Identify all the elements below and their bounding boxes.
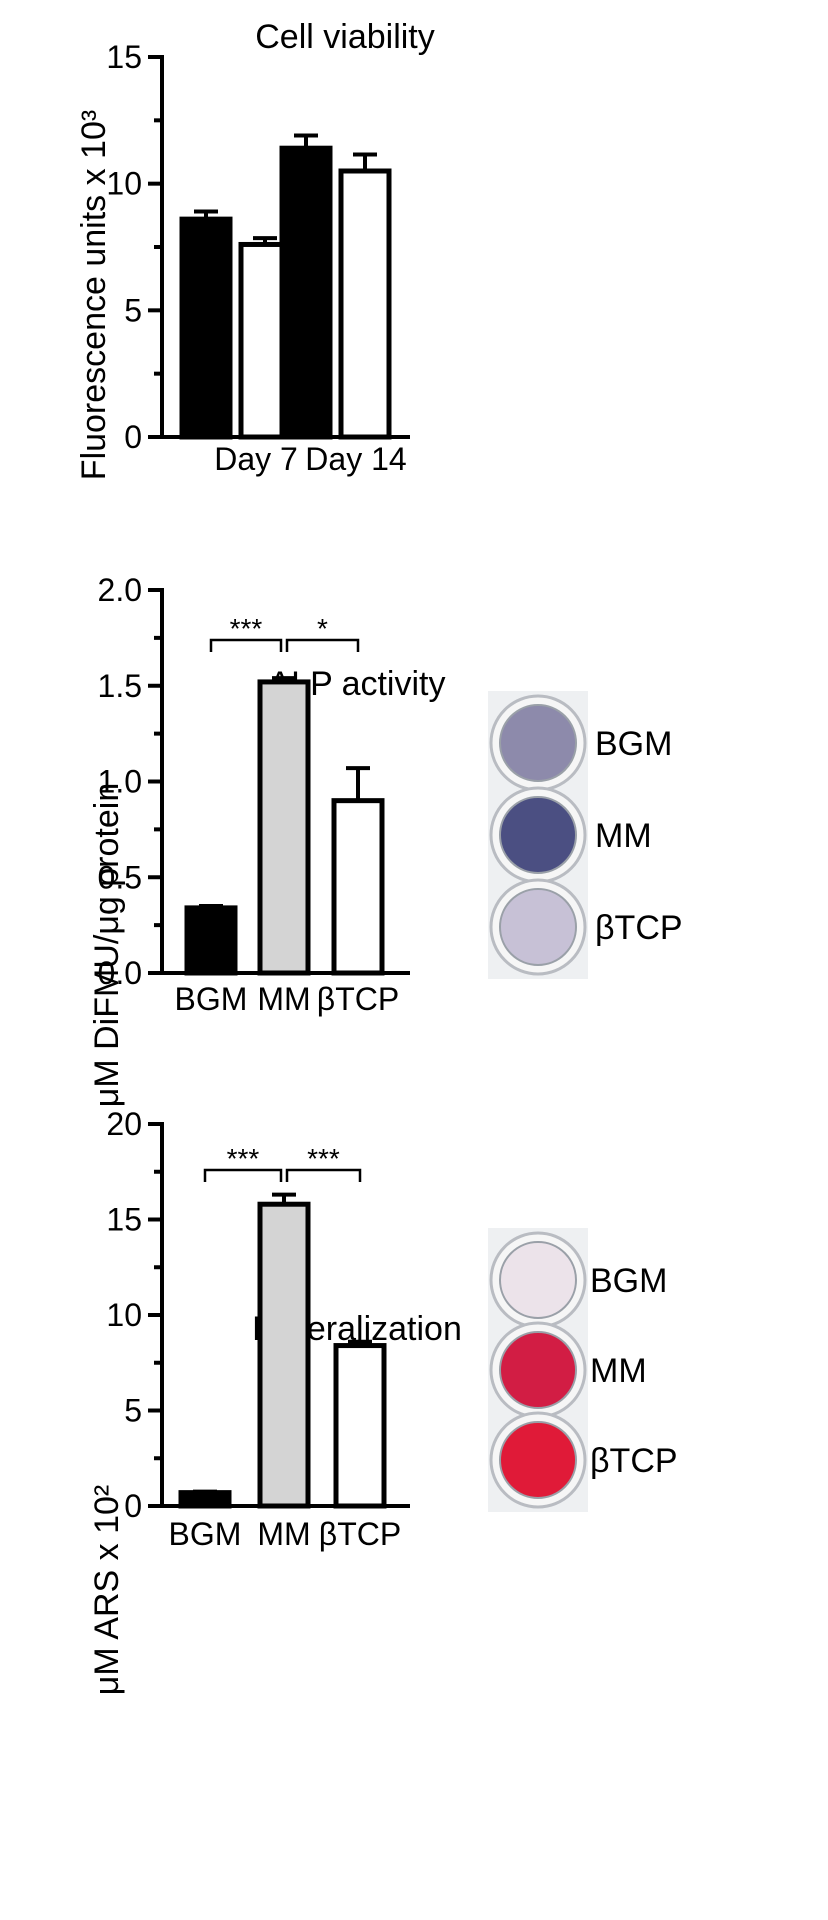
well-label: BGM: [595, 725, 672, 763]
bar-0: [178, 1490, 232, 1509]
well-label: MM: [590, 1352, 647, 1390]
cell-viability-y-label: Fluorescence units x 10³: [75, 110, 113, 480]
well-bgm: [499, 1241, 577, 1319]
x-category-label: BGM: [169, 1516, 242, 1552]
y-tick-label: 0: [124, 419, 142, 455]
well-label: MM: [595, 817, 652, 855]
well-mm: [499, 1331, 577, 1409]
significance-label: ***: [227, 1143, 260, 1174]
significance-bracket: [209, 638, 283, 652]
x-category-label: βTCP: [319, 1516, 401, 1552]
x-category-label: βTCP: [317, 981, 399, 1017]
bar-day-14-series-1: [279, 145, 333, 440]
y-tick-label: 1.5: [98, 668, 142, 704]
y-tick-label: 0.0: [98, 955, 142, 991]
y-tick-label: 2.0: [98, 572, 142, 608]
x-category-label: BGM: [175, 981, 248, 1017]
y-tick-label: 5: [124, 292, 142, 328]
well-bgm: [499, 704, 577, 782]
bar-2: [331, 798, 385, 976]
y-tick-label: 15: [106, 39, 142, 75]
well-label: BGM: [590, 1262, 667, 1300]
well-label: βTCP: [595, 909, 683, 947]
well-βtcp: [499, 1421, 577, 1499]
bar-1: [257, 679, 311, 976]
cell-viability-panel: Cell viability Fluorescence units x 10³ …: [75, 18, 435, 480]
bar-1: [257, 1201, 311, 1509]
y-tick-label: 5: [124, 1393, 142, 1429]
significance-bracket: [285, 638, 360, 652]
bar-day-14-series-2: [338, 168, 392, 440]
well-label: βTCP: [590, 1442, 678, 1480]
mineralization-stained-wells: BGM MM βTCP: [488, 1228, 678, 1512]
y-tick-label: 20: [106, 1106, 142, 1142]
significance-label: ***: [230, 613, 263, 644]
y-tick-label: 0.5: [98, 859, 142, 895]
significance-bracket: [203, 1168, 283, 1182]
y-tick-label: 10: [106, 166, 142, 202]
significance-label: ***: [307, 1143, 340, 1174]
bar-day-7-series-1: [179, 216, 233, 440]
bar-0: [184, 905, 238, 976]
x-category-label: MM: [257, 981, 310, 1017]
significance-label: *: [317, 613, 328, 644]
well-mm: [499, 796, 577, 874]
alp-activity-panel: ALP activity μM DiFMU/μg protein BGMMMβT…: [88, 572, 683, 1107]
y-tick-label: 10: [106, 1297, 142, 1333]
significance-bracket: [285, 1168, 362, 1182]
x-category-label: MM: [257, 1516, 310, 1552]
y-tick-label: 1.0: [98, 764, 142, 800]
mineralization-y-label: μM ARS x 10²: [88, 1485, 126, 1695]
y-tick-label: 15: [106, 1202, 142, 1238]
cell-viability-title: Cell viability: [255, 18, 435, 56]
well-βtcp: [499, 888, 577, 966]
x-category-label: Day 14: [305, 441, 406, 477]
x-category-label: Day 7: [214, 441, 298, 477]
alp-activity-y-label: μM DiFMU/μg protein: [88, 783, 126, 1107]
bar-2: [333, 1343, 387, 1509]
y-tick-label: 0: [124, 1488, 142, 1524]
alp-stained-wells: BGM MM βTCP: [488, 691, 683, 979]
